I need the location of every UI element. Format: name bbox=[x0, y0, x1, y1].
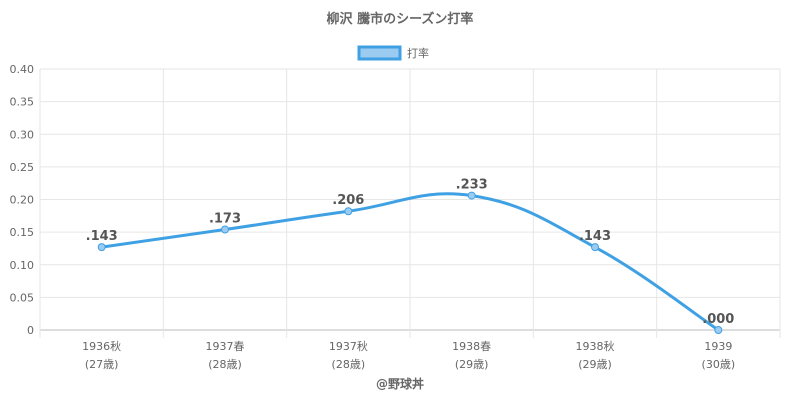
credit-text: @野球丼 bbox=[376, 376, 424, 391]
grid bbox=[39, 68, 781, 338]
y-tick-label: 0.30 bbox=[10, 128, 35, 141]
y-tick-label: 0.40 bbox=[10, 63, 35, 76]
series-line bbox=[101, 192, 720, 332]
y-tick-label: 0.35 bbox=[10, 96, 35, 109]
x-tick-label: 1938春 bbox=[452, 340, 491, 353]
data-label: .233 bbox=[456, 178, 488, 193]
series-layer bbox=[97, 191, 723, 334]
y-tick-label: 0 bbox=[27, 324, 34, 337]
y-tick-label: 0.05 bbox=[10, 291, 35, 304]
y-tick-label: 0.25 bbox=[10, 161, 35, 174]
x-tick-label: 1936秋 bbox=[82, 339, 121, 353]
x-tick-label: 1939 bbox=[704, 340, 732, 353]
data-labels: .143 .173 .206 .233 .143 .000 bbox=[86, 178, 735, 327]
x-tick-sublabel: (29歳) bbox=[578, 358, 612, 371]
legend-swatch bbox=[357, 45, 402, 61]
data-point bbox=[97, 243, 106, 252]
x-tick-sublabel: (28歳) bbox=[332, 358, 366, 371]
chart-title: 柳沢 騰市のシーズン打率 bbox=[327, 11, 474, 27]
x-tick-sublabel: (27歳) bbox=[85, 358, 119, 371]
data-label: .173 bbox=[209, 212, 241, 227]
data-point bbox=[591, 243, 599, 252]
data-label: .143 bbox=[579, 229, 611, 244]
y-tick-label: 0.15 bbox=[10, 226, 35, 239]
y-axis: 0 0.05 0.10 0.15 0.20 0.25 0.30 0.35 0.40 bbox=[10, 63, 35, 337]
data-point bbox=[467, 191, 476, 200]
data-point bbox=[221, 225, 229, 234]
legend-label: 打率 bbox=[407, 46, 429, 60]
y-tick-label: 0.10 bbox=[10, 259, 35, 272]
data-label: .143 bbox=[86, 229, 118, 244]
x-tick-sublabel: (30歳) bbox=[702, 358, 736, 371]
x-tick-label: 1938秋 bbox=[576, 339, 615, 353]
legend[interactable]: 打率 bbox=[357, 45, 429, 61]
x-tick-sublabel: (28歳) bbox=[208, 358, 242, 371]
data-point bbox=[344, 207, 353, 216]
data-point bbox=[714, 326, 723, 334]
x-tick-label: 1937秋 bbox=[329, 339, 368, 353]
y-tick-label: 0.20 bbox=[10, 194, 35, 207]
data-label: .206 bbox=[332, 193, 364, 208]
x-tick-label: 1937春 bbox=[206, 340, 245, 353]
x-axis: 1936秋 (27歳) 1937春 (28歳) 1937秋 (28歳) 1938春 (29歳)… bbox=[82, 339, 735, 371]
data-label: .000 bbox=[702, 312, 734, 327]
x-tick-sublabel: (29歳) bbox=[455, 358, 489, 371]
